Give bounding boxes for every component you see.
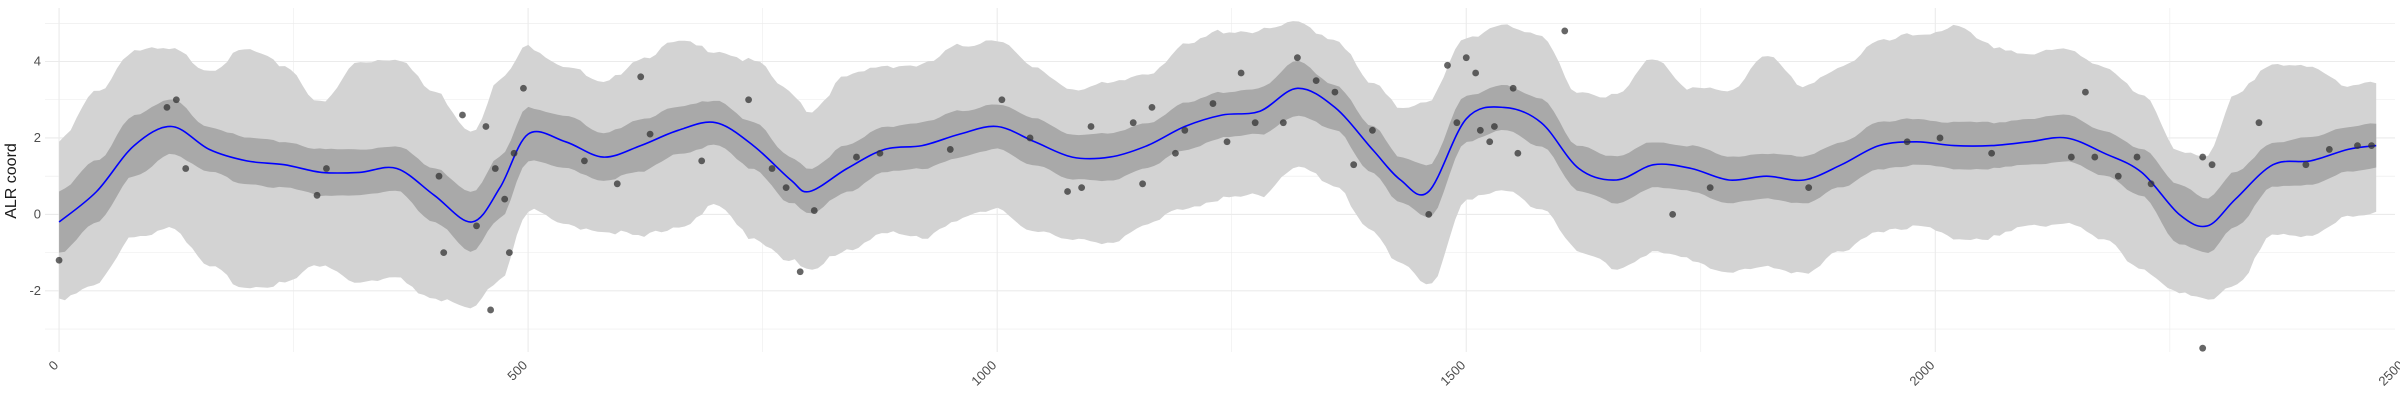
data-point xyxy=(853,153,860,161)
point-layer xyxy=(55,27,2375,352)
data-point xyxy=(2082,88,2089,96)
data-point xyxy=(1293,54,1301,62)
x-tick-label: 0 xyxy=(45,358,61,374)
data-point xyxy=(2147,180,2155,188)
data-point xyxy=(473,222,480,230)
data-point xyxy=(505,249,513,257)
y-tick-label: -2 xyxy=(29,283,41,298)
data-point xyxy=(1805,184,1813,192)
data-point xyxy=(2302,161,2310,169)
data-point xyxy=(1148,103,1156,111)
data-point xyxy=(782,184,790,192)
data-point xyxy=(946,146,954,153)
line-layer xyxy=(58,87,2377,228)
y-axis-title: ALR coord xyxy=(3,143,20,219)
data-point xyxy=(459,111,466,119)
data-point xyxy=(520,84,527,92)
outer-credible-band xyxy=(59,21,2377,309)
data-point xyxy=(491,165,499,172)
data-point xyxy=(1514,149,1522,157)
data-point xyxy=(745,96,752,104)
data-point xyxy=(1129,119,1137,127)
x-tick-label: 1000 xyxy=(968,358,999,389)
y-tick-label: 4 xyxy=(34,54,41,69)
x-tick-label: 2000 xyxy=(1906,358,1937,389)
data-point xyxy=(1476,126,1484,134)
data-point xyxy=(2199,344,2207,352)
data-point xyxy=(1472,69,1480,77)
data-point xyxy=(2114,172,2122,180)
data-point xyxy=(1425,211,1433,218)
data-point xyxy=(2354,142,2361,150)
data-point xyxy=(1350,161,1358,169)
x-tick-label: 2500 xyxy=(2375,358,2400,389)
data-point xyxy=(1209,100,1217,107)
data-point xyxy=(1936,134,1944,142)
y-tick-label: 2 xyxy=(34,130,41,145)
data-point xyxy=(1369,126,1376,134)
data-point xyxy=(323,165,330,172)
data-point xyxy=(1064,188,1071,195)
band-layer xyxy=(59,21,2377,309)
data-point xyxy=(2255,119,2263,127)
data-point xyxy=(172,96,180,104)
data-point xyxy=(698,157,706,165)
data-point xyxy=(2208,161,2216,169)
y-tick-label: 0 xyxy=(34,206,41,221)
data-point xyxy=(501,195,509,203)
data-point xyxy=(1026,134,1034,142)
mean-line xyxy=(58,87,2377,228)
data-point xyxy=(1223,138,1231,146)
data-point xyxy=(998,96,1006,104)
data-point xyxy=(182,165,190,172)
data-point xyxy=(646,130,654,138)
data-point xyxy=(2133,153,2141,161)
data-point xyxy=(1172,149,1179,157)
data-point xyxy=(1139,180,1147,188)
x-tick-label: 500 xyxy=(504,358,530,384)
data-point xyxy=(487,306,495,314)
data-point xyxy=(1279,119,1287,127)
data-point xyxy=(1988,149,1996,157)
data-point xyxy=(810,207,818,214)
data-point xyxy=(1078,184,1086,192)
data-point xyxy=(581,157,588,165)
data-point xyxy=(1181,126,1189,134)
data-point xyxy=(1331,88,1339,96)
data-point xyxy=(637,73,645,81)
data-point xyxy=(1669,211,1677,218)
data-point xyxy=(2199,153,2207,161)
data-point xyxy=(163,103,171,111)
data-point xyxy=(1462,54,1470,62)
data-point xyxy=(2325,146,2333,153)
data-point xyxy=(435,172,443,180)
data-point xyxy=(1087,123,1095,130)
data-point xyxy=(1491,123,1498,130)
data-point xyxy=(768,165,776,172)
data-point xyxy=(1509,84,1517,92)
data-point xyxy=(1903,138,1911,146)
data-point xyxy=(510,149,518,157)
x-tick-label: 1500 xyxy=(1437,358,1468,389)
data-point xyxy=(1706,184,1714,192)
data-point xyxy=(1561,27,1569,35)
data-point xyxy=(1312,77,1320,85)
data-point xyxy=(55,256,63,264)
data-point xyxy=(613,180,621,188)
data-point xyxy=(440,249,448,257)
data-point xyxy=(1251,119,1259,127)
data-point xyxy=(1486,138,1494,146)
data-point xyxy=(1444,61,1451,69)
data-point xyxy=(2368,142,2375,150)
data-point xyxy=(796,268,804,276)
data-point xyxy=(2091,153,2099,161)
data-point xyxy=(313,191,321,199)
data-point xyxy=(482,123,490,130)
data-point xyxy=(2067,153,2075,161)
data-point xyxy=(876,149,884,157)
data-point xyxy=(1453,119,1461,127)
data-point xyxy=(1237,69,1245,77)
inner-credible-band xyxy=(59,60,2377,254)
